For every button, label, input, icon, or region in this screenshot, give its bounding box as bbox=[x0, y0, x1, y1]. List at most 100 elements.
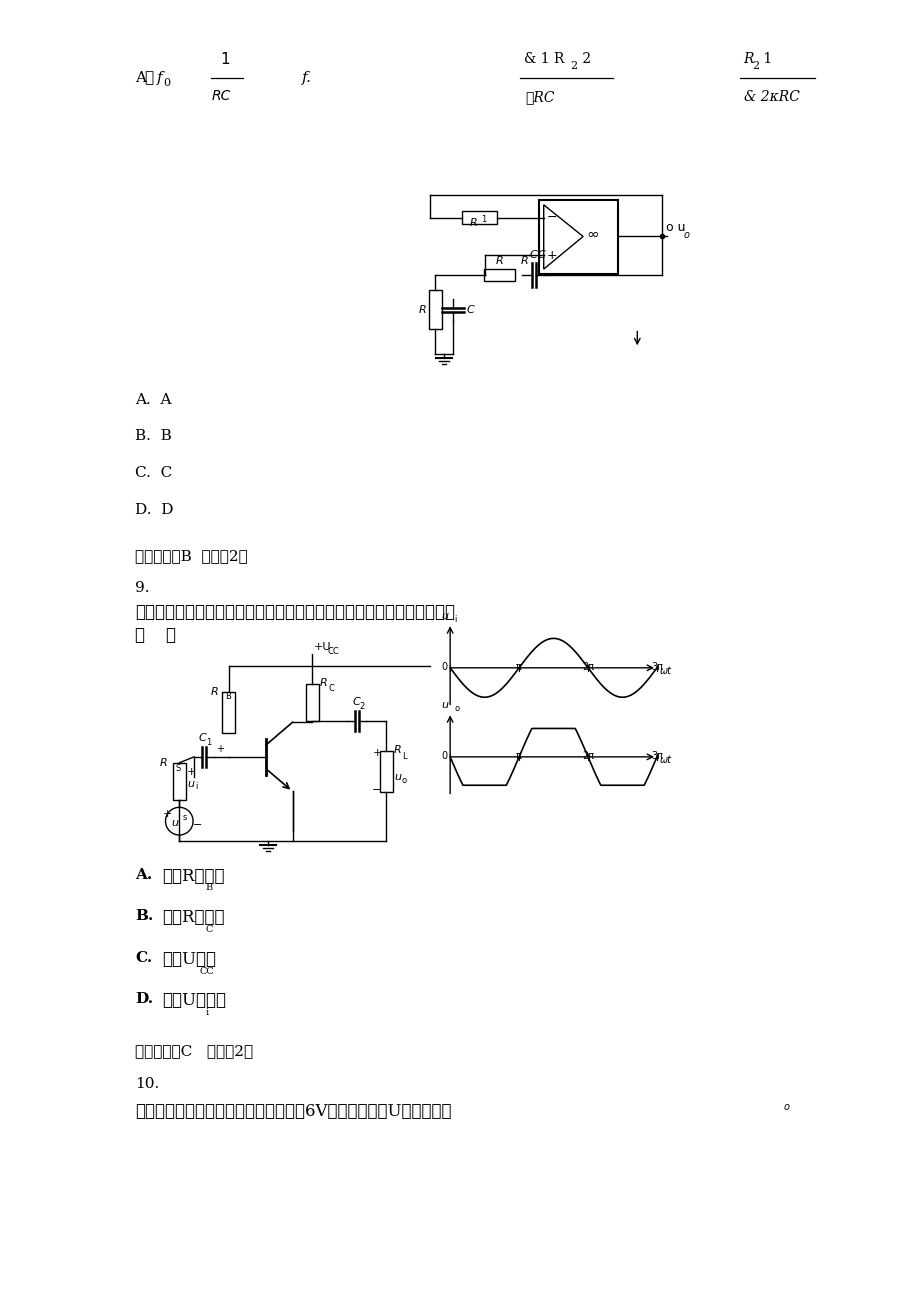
Text: 图示稳压电路中，设稳压管的稳压值为6V，则输出电压U的大小为（: 图示稳压电路中，设稳压管的稳压值为6V，则输出电压U的大小为（ bbox=[135, 1103, 451, 1120]
Text: C: C bbox=[206, 924, 213, 934]
Text: u: u bbox=[187, 779, 194, 789]
Text: 2: 2 bbox=[752, 61, 759, 72]
Text: i: i bbox=[195, 783, 198, 792]
Text: 3π: 3π bbox=[651, 661, 663, 672]
Text: R: R bbox=[210, 686, 219, 697]
Text: +: + bbox=[163, 810, 172, 819]
Text: C: C bbox=[529, 250, 538, 260]
Text: CC: CC bbox=[326, 647, 338, 656]
Text: RC: RC bbox=[211, 89, 231, 103]
Text: 1: 1 bbox=[480, 215, 485, 224]
Text: （    ）: （ ） bbox=[135, 628, 176, 644]
Text: 1: 1 bbox=[758, 52, 772, 66]
Text: A.  A: A. A bbox=[135, 393, 171, 406]
Text: u: u bbox=[393, 772, 401, 781]
Text: & 1 R: & 1 R bbox=[524, 52, 563, 66]
Text: 2π: 2π bbox=[582, 661, 594, 672]
Text: 增加R的阵值: 增加R的阵值 bbox=[163, 867, 225, 884]
Text: π: π bbox=[516, 661, 521, 672]
Text: C: C bbox=[466, 305, 474, 315]
Bar bbox=[483, 268, 515, 281]
Text: 增加U的幅值: 增加U的幅值 bbox=[163, 992, 226, 1009]
Text: B.  B: B. B bbox=[135, 430, 172, 444]
Text: f.: f. bbox=[302, 72, 312, 85]
Text: R: R bbox=[520, 256, 528, 266]
Text: 0: 0 bbox=[440, 661, 447, 672]
Text: o: o bbox=[782, 1101, 789, 1112]
Text: 正确答案：C   满分：2分: 正确答案：C 满分：2分 bbox=[135, 1044, 253, 1057]
Text: ωt: ωt bbox=[659, 665, 671, 676]
Text: 0: 0 bbox=[440, 751, 447, 760]
Text: 2π: 2π bbox=[582, 751, 594, 760]
Text: −: − bbox=[546, 211, 557, 224]
Text: 增加R的阵值: 增加R的阵值 bbox=[163, 909, 225, 926]
Text: C: C bbox=[352, 698, 360, 707]
Bar bbox=[428, 290, 441, 329]
Text: A: A bbox=[135, 72, 146, 85]
Text: 0: 0 bbox=[164, 78, 171, 89]
Text: C.: C. bbox=[135, 950, 152, 965]
Bar bbox=[173, 763, 186, 801]
Text: 血RC: 血RC bbox=[525, 90, 554, 104]
Bar bbox=[539, 201, 617, 273]
Text: D.: D. bbox=[135, 992, 153, 1006]
Text: o: o bbox=[402, 776, 406, 785]
Text: R: R bbox=[470, 217, 477, 228]
Text: s: s bbox=[182, 812, 187, 822]
Text: o u: o u bbox=[665, 221, 685, 234]
Text: 3π: 3π bbox=[651, 751, 663, 760]
Text: & 2κRC: & 2κRC bbox=[743, 90, 799, 104]
Text: B: B bbox=[206, 884, 213, 892]
Text: S: S bbox=[176, 764, 180, 772]
Text: 9.: 9. bbox=[135, 581, 149, 595]
Text: i: i bbox=[206, 1008, 209, 1017]
Text: +: + bbox=[372, 747, 381, 758]
Text: C: C bbox=[199, 733, 207, 743]
Text: +: + bbox=[216, 743, 223, 754]
Text: R: R bbox=[495, 255, 503, 266]
Text: L: L bbox=[402, 751, 406, 760]
Text: R: R bbox=[320, 677, 327, 687]
Text: +: + bbox=[546, 249, 557, 262]
Text: CC: CC bbox=[199, 966, 213, 975]
Text: ∞: ∞ bbox=[585, 227, 598, 242]
Text: 2: 2 bbox=[577, 52, 591, 66]
Text: B: B bbox=[225, 693, 232, 702]
Text: 2: 2 bbox=[359, 702, 365, 711]
Text: 1: 1 bbox=[221, 52, 230, 68]
Text: −: − bbox=[193, 820, 202, 831]
Text: −: − bbox=[372, 785, 381, 796]
Text: f: f bbox=[156, 72, 162, 85]
Text: 共发射极放大电路及其输入、输出电压波形如图所示，为了消除失真，应: 共发射极放大电路及其输入、输出电压波形如图所示，为了消除失真，应 bbox=[135, 604, 455, 621]
Text: u: u bbox=[441, 612, 448, 621]
Text: 、: 、 bbox=[143, 72, 153, 85]
Text: 正确答案：B  满分：2分: 正确答案：B 满分：2分 bbox=[135, 549, 247, 562]
Bar bbox=[462, 211, 496, 224]
Bar bbox=[221, 691, 234, 733]
Text: o: o bbox=[454, 704, 459, 713]
Text: u: u bbox=[441, 700, 448, 711]
Text: R: R bbox=[160, 758, 167, 768]
Text: C.  C: C. C bbox=[135, 466, 172, 480]
Text: i: i bbox=[454, 616, 456, 624]
Text: +: + bbox=[187, 767, 197, 777]
Text: R: R bbox=[743, 52, 754, 66]
Bar bbox=[305, 684, 318, 721]
Text: B.: B. bbox=[135, 909, 153, 923]
Text: R: R bbox=[418, 305, 425, 315]
Text: 增加U的值: 增加U的值 bbox=[163, 950, 216, 967]
Bar bbox=[380, 751, 392, 793]
Text: ωt: ωt bbox=[659, 755, 671, 764]
Text: R: R bbox=[393, 745, 402, 755]
Text: C: C bbox=[328, 684, 334, 693]
Text: A.: A. bbox=[135, 867, 152, 881]
Text: π: π bbox=[516, 751, 521, 760]
Text: D.  D: D. D bbox=[135, 503, 174, 517]
Text: 10.: 10. bbox=[135, 1077, 159, 1091]
Text: 2: 2 bbox=[570, 61, 577, 72]
Text: +U: +U bbox=[314, 642, 332, 652]
Text: o: o bbox=[683, 230, 689, 241]
Text: 1: 1 bbox=[206, 738, 211, 747]
Text: C: C bbox=[538, 250, 545, 260]
Text: u: u bbox=[171, 818, 177, 828]
